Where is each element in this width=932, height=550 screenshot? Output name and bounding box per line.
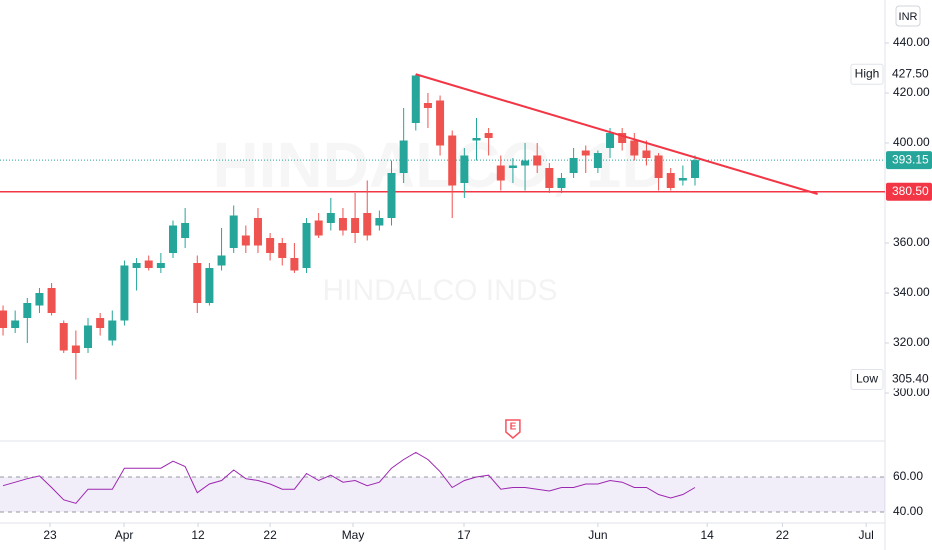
rsi-band [0, 476, 885, 513]
currency-box[interactable] [895, 5, 921, 27]
candle-body [59, 323, 68, 351]
y-tick-label: 340.00 [893, 285, 930, 299]
high_marker-label: High [855, 66, 880, 80]
x-tick-label: May [342, 528, 365, 542]
candle-body [496, 165, 505, 181]
x-tick-label: 14 [700, 528, 714, 542]
candle-body [351, 218, 360, 233]
candle-body [557, 178, 566, 188]
rsi-line [2, 451, 696, 504]
candle-body [23, 303, 32, 318]
last-price-tag-box [886, 151, 932, 170]
candle-body [278, 243, 287, 258]
candle-body [581, 150, 590, 156]
candle-body [630, 140, 639, 156]
y-tick-label: 360.00 [893, 235, 930, 249]
candle-body [253, 218, 262, 246]
y-tick-label: 300.00 [893, 385, 930, 399]
candle-body [533, 155, 542, 166]
x-tick-label: 23 [43, 528, 57, 542]
currency: INR [899, 11, 918, 23]
low-price-box [886, 370, 932, 389]
candle-body [205, 268, 214, 303]
candle-body [302, 223, 311, 268]
candle-body [132, 263, 141, 268]
high-price: 427.50 [892, 66, 929, 80]
rsi-tick-label: 40.00 [893, 504, 923, 518]
low_marker-label-box [850, 369, 884, 390]
candle-body [678, 178, 687, 181]
y-tick-label: 400.00 [893, 135, 930, 149]
event-label: E [510, 422, 517, 433]
x-tick-label: Jun [588, 528, 607, 542]
x-tick-label: 22 [263, 528, 277, 542]
candle-body [472, 138, 481, 141]
candle-body [569, 158, 578, 173]
candle-body [642, 150, 651, 158]
candle-body [266, 238, 275, 253]
candle-body [35, 293, 44, 306]
candle-body [399, 140, 408, 173]
candle-body [691, 160, 700, 178]
candle-body [654, 155, 663, 178]
candle-body [11, 320, 20, 328]
candle-body [326, 213, 335, 223]
candle-body [606, 133, 615, 148]
x-tick-label: Jul [859, 528, 874, 542]
candle-body [593, 153, 602, 168]
candle-body [47, 288, 56, 313]
x-tick-label: 17 [457, 528, 471, 542]
candle-body [120, 265, 129, 321]
candle-body [241, 235, 250, 246]
candle-body [314, 220, 323, 236]
high_marker-label-box [850, 63, 884, 85]
candle-body [387, 173, 396, 218]
candle-body [168, 225, 177, 253]
candle-body [484, 133, 493, 138]
candle-body [411, 75, 420, 123]
y-tick-label: 320.00 [893, 335, 930, 349]
line-price-tag: 380.50 [892, 184, 929, 198]
high-price-box [886, 65, 932, 84]
low-price: 305.40 [892, 372, 929, 386]
candle-body [156, 263, 165, 268]
candle-body [460, 155, 469, 183]
candle-body [144, 260, 153, 268]
candle-body [193, 263, 202, 303]
x-tick-label: 12 [191, 528, 205, 542]
y-tick-label: 440.00 [893, 35, 930, 49]
candle-body [181, 223, 190, 238]
candle-body [363, 213, 372, 236]
x-tick-label: Apr [115, 528, 134, 542]
last-price-tag: 393.15 [892, 152, 929, 166]
candle-body [84, 325, 93, 348]
candle-body [545, 168, 554, 188]
candle-body [338, 218, 347, 231]
watermark-name: HINDALCO INDS [322, 274, 557, 307]
event-marker[interactable] [505, 419, 521, 439]
y-tick-label: 420.00 [893, 85, 930, 99]
candle-body [217, 255, 226, 266]
candle-body [0, 310, 8, 328]
candle-body [375, 218, 384, 226]
candle-body [229, 215, 238, 248]
line-price-tag-box [886, 182, 932, 201]
candle-body [521, 160, 530, 166]
candle-body [436, 100, 445, 146]
rsi-tick-label: 60.00 [893, 469, 923, 483]
candle-body [96, 318, 105, 328]
candle-body [290, 258, 299, 271]
candle-body [666, 173, 675, 188]
candle-body [618, 133, 627, 143]
candle-body [508, 165, 517, 168]
candle-body [423, 103, 432, 108]
x-tick-label: 22 [776, 528, 790, 542]
trendline[interactable] [415, 73, 818, 195]
candle-body [71, 345, 80, 353]
low_marker-label: Low [856, 372, 878, 386]
candle-body [108, 320, 117, 341]
candle-body [448, 135, 457, 186]
